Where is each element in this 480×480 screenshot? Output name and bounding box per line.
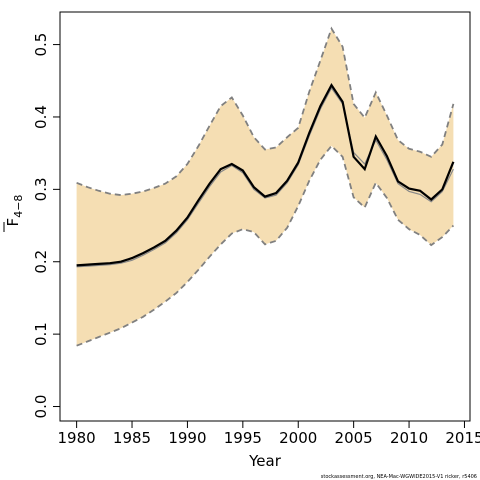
x-tick-label: 2010	[390, 429, 428, 447]
confidence-band-layer	[76, 28, 454, 346]
plot-frame	[59, 11, 471, 422]
y-tick-label: 0.1	[32, 322, 50, 346]
y-tick-label: 0.3	[32, 177, 50, 201]
x-tick-label: 2015	[445, 429, 480, 447]
y-tick-label: 0.4	[32, 105, 50, 129]
estimate-line	[76, 82, 455, 267]
lower-bound-line	[76, 144, 455, 347]
x-tick-label: 1985	[113, 429, 151, 447]
y-axis-title: F4−8	[4, 195, 25, 227]
x-tick-label: 2005	[335, 429, 373, 447]
confidence-band	[76, 28, 454, 346]
y-tick-label: 0.5	[32, 33, 50, 57]
x-axis-title: Year	[248, 452, 282, 470]
y-axis-title-subscript: 4−8	[12, 195, 25, 218]
x-tick-label: 2000	[279, 429, 317, 447]
y-axis-title-symbol: F	[4, 218, 22, 227]
axes-layer: 1980 1985 1990 1995 2000 2005 2010 2015 0.0 0.1 0.…	[32, 33, 480, 447]
median-line	[76, 86, 454, 268]
x-tick-label: 1980	[58, 429, 96, 447]
series-lines-layer	[76, 26, 455, 347]
x-tick-label: 1995	[224, 429, 262, 447]
upper-bound-line	[76, 26, 455, 197]
x-tick-label: 1990	[168, 429, 206, 447]
source-note: stockassessment.org, NEA-Mac-WGWIDE2015-…	[321, 474, 477, 480]
y-tick-label: 0.2	[32, 250, 50, 274]
y-tick-label: 0.0	[32, 395, 50, 419]
